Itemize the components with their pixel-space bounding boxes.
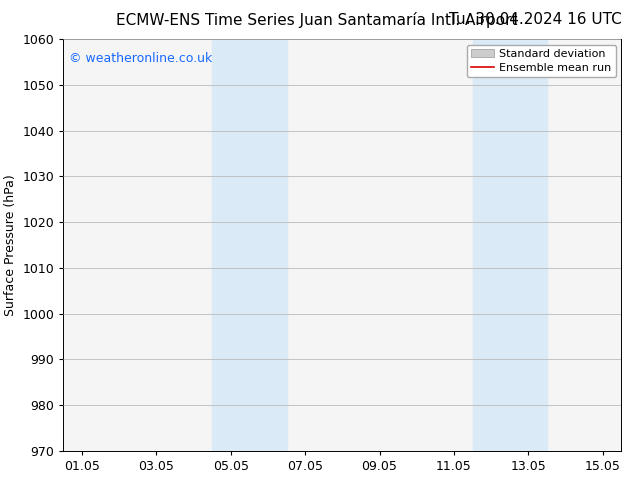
Legend: Standard deviation, Ensemble mean run: Standard deviation, Ensemble mean run [467,45,616,77]
Text: Tu. 30.04.2024 16 UTC: Tu. 30.04.2024 16 UTC [449,12,621,27]
Text: © weatheronline.co.uk: © weatheronline.co.uk [69,51,212,65]
Text: ECMW-ENS Time Series Juan Santamaría Intl. Airport: ECMW-ENS Time Series Juan Santamaría Int… [116,12,518,28]
Bar [472,39,547,451]
Bar [212,39,287,451]
Y-axis label: Surface Pressure (hPa): Surface Pressure (hPa) [4,174,17,316]
